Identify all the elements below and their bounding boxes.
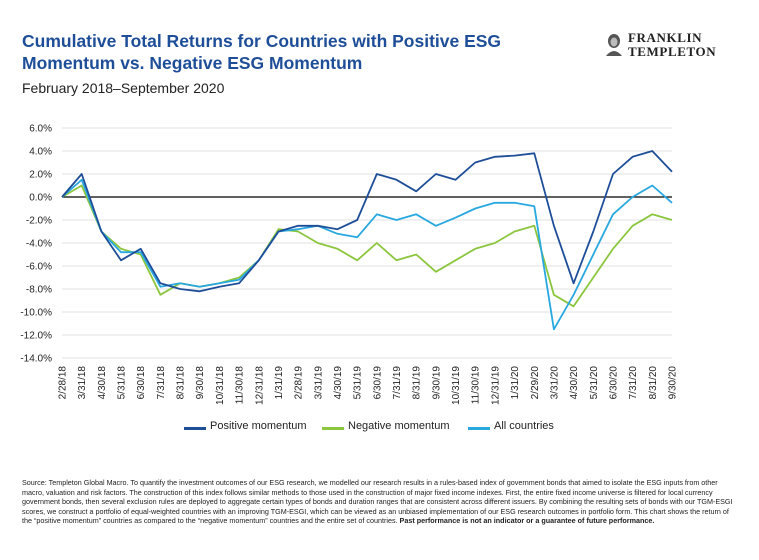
x-tick-label: 1/31/19: [274, 366, 285, 400]
y-tick-label: -4.0%: [26, 239, 52, 250]
x-tick-label: 10/31/18: [215, 366, 226, 405]
chart-title: Cumulative Total Returns for Countries w…: [22, 31, 502, 73]
x-tick-label: 12/31/19: [490, 366, 501, 405]
source-footnote: Source: Templeton Global Macro. To quant…: [22, 478, 737, 526]
x-tick-label: 7/31/19: [392, 366, 403, 400]
footnote-text: Source: Templeton Global Macro. To quant…: [22, 478, 733, 526]
franklin-templeton-logo: FRANKLIN TEMPLETON: [604, 30, 744, 62]
x-tick-label: 6/30/18: [136, 366, 147, 400]
x-tick-label: 2/28/19: [294, 366, 305, 400]
footnote-disclaimer: Past performance is not an indicator or …: [399, 516, 655, 526]
x-tick-label: 3/31/20: [549, 366, 560, 400]
x-tick-label: 4/30/18: [97, 366, 108, 400]
series-line-negative-momentum: [61, 184, 673, 308]
x-tick-label: 7/31/20: [628, 366, 639, 400]
x-tick-label: 7/31/18: [156, 366, 167, 400]
x-tick-label: 6/30/20: [608, 366, 619, 400]
x-tick-label: 5/31/19: [353, 366, 364, 400]
y-tick-label: 2.0%: [29, 170, 52, 181]
legend-label-negative: Negative momentum: [348, 420, 450, 432]
returns-line-chart: -14.0% -12.0% -10.0% -8.0% -6.0% -4.0% -2.0% 0.…: [20, 124, 679, 405]
x-tick-label: 5/31/18: [117, 366, 128, 400]
x-tick-label: 4/30/20: [569, 366, 580, 400]
x-tick-label: 5/31/20: [589, 366, 600, 400]
y-axis-ticks: -14.0% -12.0% -10.0% -8.0% -6.0% -4.0% -2.0% 0.…: [20, 124, 52, 365]
y-tick-label: 0.0%: [29, 193, 52, 204]
x-tick-label: 9/30/20: [668, 366, 679, 400]
y-tick-label: 6.0%: [29, 124, 52, 135]
franklin-portrait-icon: [606, 34, 622, 56]
x-tick-label: 9/30/19: [431, 366, 442, 400]
x-tick-label: 11/30/18: [235, 366, 246, 405]
y-tick-label: -6.0%: [26, 262, 52, 273]
x-tick-label: 3/31/18: [77, 366, 88, 400]
y-tick-label: -2.0%: [26, 216, 52, 227]
series-line-all-countries: [61, 178, 673, 331]
legend-label-positive: Positive momentum: [210, 420, 307, 432]
legend-swatch-all: [468, 427, 490, 430]
x-tick-label: 3/31/19: [313, 366, 324, 400]
y-tick-label: -14.0%: [20, 354, 52, 365]
y-tick-label: -10.0%: [20, 308, 52, 319]
series-lines: [61, 150, 673, 331]
logo-line2: TEMPLETON: [628, 44, 717, 59]
y-tick-label: 4.0%: [29, 147, 52, 158]
x-tick-label: 6/30/19: [372, 366, 383, 400]
legend-swatch-positive: [184, 427, 206, 430]
x-tick-label: 8/31/18: [176, 366, 187, 400]
x-axis-ticks: 2/28/18 3/31/18 4/30/18 5/31/18 6/30/18 7/31/…: [58, 366, 679, 405]
y-tick-label: -12.0%: [20, 331, 52, 342]
series-line-positive-momentum: [61, 150, 673, 293]
x-tick-label: 2/29/20: [530, 366, 541, 400]
x-tick-label: 2/28/18: [58, 366, 69, 400]
x-tick-label: 11/30/19: [471, 366, 482, 405]
chart-legend: Positive momentum Negative momentum All …: [0, 420, 759, 440]
x-tick-label: 4/30/19: [333, 366, 344, 400]
x-tick-label: 12/31/18: [254, 366, 265, 405]
logo-line1: FRANKLIN: [628, 30, 703, 45]
chart-subtitle: February 2018–September 2020: [22, 80, 225, 96]
legend-swatch-negative: [322, 427, 344, 430]
x-tick-label: 10/31/19: [451, 366, 462, 405]
x-tick-label: 9/30/18: [195, 366, 206, 400]
x-tick-label: 8/31/19: [412, 366, 423, 400]
legend-label-all: All countries: [494, 420, 554, 432]
grid-lines: [62, 127, 672, 359]
x-tick-label: 8/31/20: [648, 366, 659, 400]
x-tick-label: 1/31/20: [510, 366, 521, 400]
y-tick-label: -8.0%: [26, 285, 52, 296]
